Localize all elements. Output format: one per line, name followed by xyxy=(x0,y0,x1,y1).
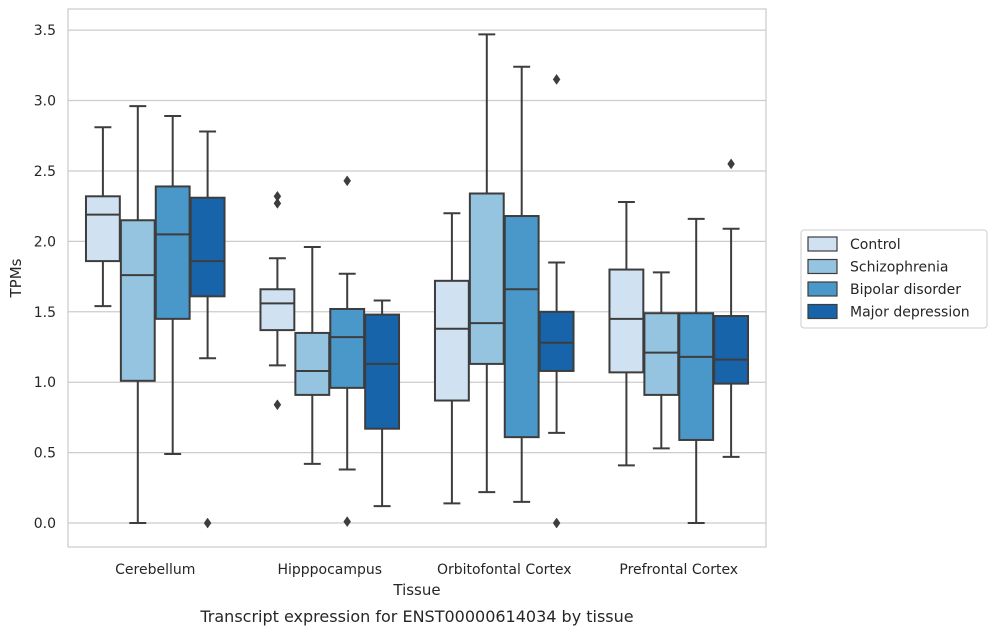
box-control xyxy=(608,200,645,467)
y-axis-label: TPMs xyxy=(7,258,25,298)
y-tick-label: 3.5 xyxy=(34,23,56,39)
box-control xyxy=(259,190,296,411)
box-body xyxy=(503,215,540,439)
outlier-point xyxy=(343,175,352,187)
box-body xyxy=(538,310,575,372)
box-body xyxy=(678,312,715,441)
box-body xyxy=(468,192,505,365)
box-bipolar-disorder xyxy=(154,115,191,456)
y-tick-label: 0.5 xyxy=(34,446,56,462)
box-body xyxy=(608,268,645,374)
legend-swatch xyxy=(807,258,838,275)
box-body xyxy=(329,307,366,389)
box-group xyxy=(259,175,401,528)
outlier-point xyxy=(552,73,561,85)
plot-frame xyxy=(67,8,767,548)
x-tick-labels: Cerebellum Hipppocampus Orbitofontal Corte… xyxy=(115,562,738,578)
box-major-depression xyxy=(189,130,226,529)
box-control xyxy=(84,126,121,308)
y-tick-label: 1.5 xyxy=(34,305,56,321)
box-major-depression xyxy=(538,73,575,529)
x-tick-label: Hipppocampus xyxy=(277,562,382,578)
x-tick-label: Orbitofontal Cortex xyxy=(437,562,572,578)
x-tick-label: Cerebellum xyxy=(115,562,195,578)
box-control xyxy=(433,212,470,505)
box-body xyxy=(294,331,331,396)
y-tick-label: 2.0 xyxy=(34,234,56,250)
legend-swatch xyxy=(807,281,838,297)
box-major-depression xyxy=(713,158,750,458)
box-body xyxy=(643,312,680,396)
box-body xyxy=(84,195,121,263)
y-tick-label: 3.0 xyxy=(34,94,56,110)
outlier-point xyxy=(343,516,352,528)
legend-swatch xyxy=(807,236,838,252)
outlier-point xyxy=(273,399,282,411)
box-schizophrenia xyxy=(119,105,156,525)
box-bipolar-disorder xyxy=(329,175,366,528)
box-major-depression xyxy=(364,299,401,508)
outlier-point xyxy=(552,517,561,529)
chart-caption: Transcript expression for ENST0000061403… xyxy=(199,607,633,626)
box-body xyxy=(713,315,750,385)
x-tick-label: Prefrontal Cortex xyxy=(619,562,738,578)
outlier-point xyxy=(273,197,282,209)
box-body xyxy=(189,196,226,298)
y-tick-labels: 0.0 0.5 1.0 1.5 2.0 2.5 3.0 3.5 xyxy=(34,23,56,532)
box-body xyxy=(364,313,401,430)
box-schizophrenia xyxy=(294,246,331,465)
x-axis-label: Tissue xyxy=(392,581,440,599)
box-groups xyxy=(84,33,750,529)
box-group xyxy=(84,105,226,529)
box-body xyxy=(433,279,470,402)
legend-frame xyxy=(800,229,988,329)
legend-label: Major depression xyxy=(850,305,970,321)
box-body xyxy=(259,288,296,332)
box-group xyxy=(608,158,750,525)
outlier-point xyxy=(727,158,735,170)
legend-label: Bipolar disorder xyxy=(850,282,961,298)
y-tick-label: 1.0 xyxy=(34,375,56,391)
y-tick-label: 2.5 xyxy=(34,164,56,180)
box-body xyxy=(119,219,156,382)
box-group xyxy=(433,33,575,529)
legend-swatch xyxy=(807,303,838,320)
y-tick-label: 0.0 xyxy=(34,516,56,532)
box-schizophrenia xyxy=(468,33,505,494)
box-bipolar-disorder xyxy=(678,217,715,525)
legend: Control Schizophrenia Bipolar disorder Majo… xyxy=(800,229,988,329)
box-schizophrenia xyxy=(643,271,680,450)
box-body xyxy=(154,185,191,320)
outlier-point xyxy=(203,517,212,529)
legend-label: Control xyxy=(850,237,901,253)
legend-label: Schizophrenia xyxy=(850,260,948,276)
box-bipolar-disorder xyxy=(503,65,540,503)
